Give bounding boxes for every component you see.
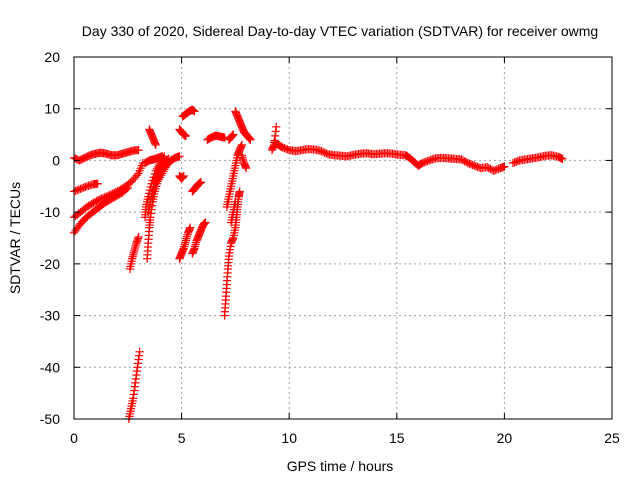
data-point xyxy=(196,178,206,187)
series-arc-d xyxy=(220,107,281,320)
y-tick-label: 20 xyxy=(44,49,60,65)
data-point xyxy=(126,178,135,187)
series-main xyxy=(69,138,567,175)
data-point xyxy=(558,154,567,163)
data-point xyxy=(500,162,509,171)
data-point xyxy=(237,140,246,150)
chart-title: Day 330 of 2020, Sidereal Day-to-day VTE… xyxy=(82,23,598,39)
data-point xyxy=(320,148,329,157)
x-tick-label: 10 xyxy=(281,430,297,446)
data-point xyxy=(466,160,476,169)
y-tick-label: -10 xyxy=(40,204,60,220)
data-point xyxy=(77,184,87,193)
data-point xyxy=(148,176,157,185)
data-point xyxy=(123,183,132,192)
data-point xyxy=(510,158,519,167)
plot-area xyxy=(69,105,567,424)
data-point xyxy=(246,135,255,144)
plot-frame xyxy=(73,56,613,420)
data-point xyxy=(322,149,331,158)
data-point xyxy=(492,165,501,174)
data-point xyxy=(175,152,184,161)
data-point xyxy=(318,147,328,156)
series-arc-a xyxy=(69,158,147,237)
series-arc-c xyxy=(175,105,229,263)
data-point xyxy=(179,171,188,181)
data-point xyxy=(158,152,167,161)
data-point xyxy=(186,223,195,232)
data-point xyxy=(229,130,238,139)
data-point xyxy=(508,158,518,168)
data-point xyxy=(512,157,521,166)
data-point xyxy=(201,218,210,227)
data-point xyxy=(468,160,477,170)
data-point xyxy=(134,145,143,155)
data-point xyxy=(470,161,479,170)
data-point xyxy=(491,166,500,175)
x-tick-label: 20 xyxy=(497,430,513,446)
data-point xyxy=(423,156,432,166)
data-point xyxy=(281,144,291,153)
y-axis-label: SDTVAR / TECUs xyxy=(7,182,23,294)
data-point xyxy=(420,158,429,167)
data-point xyxy=(122,184,131,194)
data-point xyxy=(267,145,277,155)
data-point xyxy=(93,179,102,188)
data-point xyxy=(76,184,85,193)
data-point xyxy=(164,154,173,163)
data-point xyxy=(280,144,289,153)
data-point xyxy=(421,157,430,166)
data-point xyxy=(81,182,90,192)
data-point xyxy=(317,147,326,156)
data-point xyxy=(94,196,103,205)
y-tick-label: -20 xyxy=(40,256,60,272)
data-point xyxy=(190,107,199,116)
y-tick-label: 0 xyxy=(52,152,60,168)
data-point xyxy=(463,158,472,168)
data-point xyxy=(231,197,240,206)
data-point xyxy=(242,164,251,173)
y-tick-label: -30 xyxy=(40,308,60,324)
data-point xyxy=(181,132,191,141)
data-point xyxy=(147,179,156,188)
data-point xyxy=(465,159,474,168)
x-tick-label: 15 xyxy=(389,430,405,446)
data-point xyxy=(144,189,154,198)
data-point xyxy=(513,156,522,166)
data-point xyxy=(97,194,106,203)
data-point xyxy=(149,173,158,182)
x-axis-label: GPS time / hours xyxy=(287,458,394,474)
axis-ticks: 0 5 10 15 20 25 -50 -40 -30 -20 -10 0 10 20 xyxy=(40,49,620,446)
data-point xyxy=(278,143,287,152)
data-point xyxy=(79,183,88,192)
x-tick-label: 0 xyxy=(70,430,78,446)
data-point xyxy=(418,158,427,168)
data-point xyxy=(283,145,292,154)
data-point xyxy=(150,169,159,179)
y-tick-label: -50 xyxy=(40,411,60,427)
data-point xyxy=(146,182,155,192)
data-point xyxy=(135,347,144,356)
data-point xyxy=(145,186,154,195)
data-point xyxy=(73,186,82,195)
y-tick-label: -40 xyxy=(40,359,60,375)
data-point xyxy=(235,187,244,196)
data-point xyxy=(151,140,160,150)
series-arc-b xyxy=(124,125,184,424)
x-tick-label: 5 xyxy=(178,430,186,446)
data-point xyxy=(147,193,156,203)
data-point xyxy=(473,162,482,171)
data-point xyxy=(95,195,104,204)
data-point xyxy=(74,185,83,194)
data-point xyxy=(134,232,143,242)
data-point xyxy=(471,162,480,171)
data-point xyxy=(489,166,498,175)
data-point xyxy=(462,158,471,167)
y-tick-label: 10 xyxy=(44,101,60,117)
data-point xyxy=(144,192,153,201)
x-tick-label: 25 xyxy=(604,430,620,446)
grid xyxy=(74,57,612,419)
data-point xyxy=(71,186,80,195)
